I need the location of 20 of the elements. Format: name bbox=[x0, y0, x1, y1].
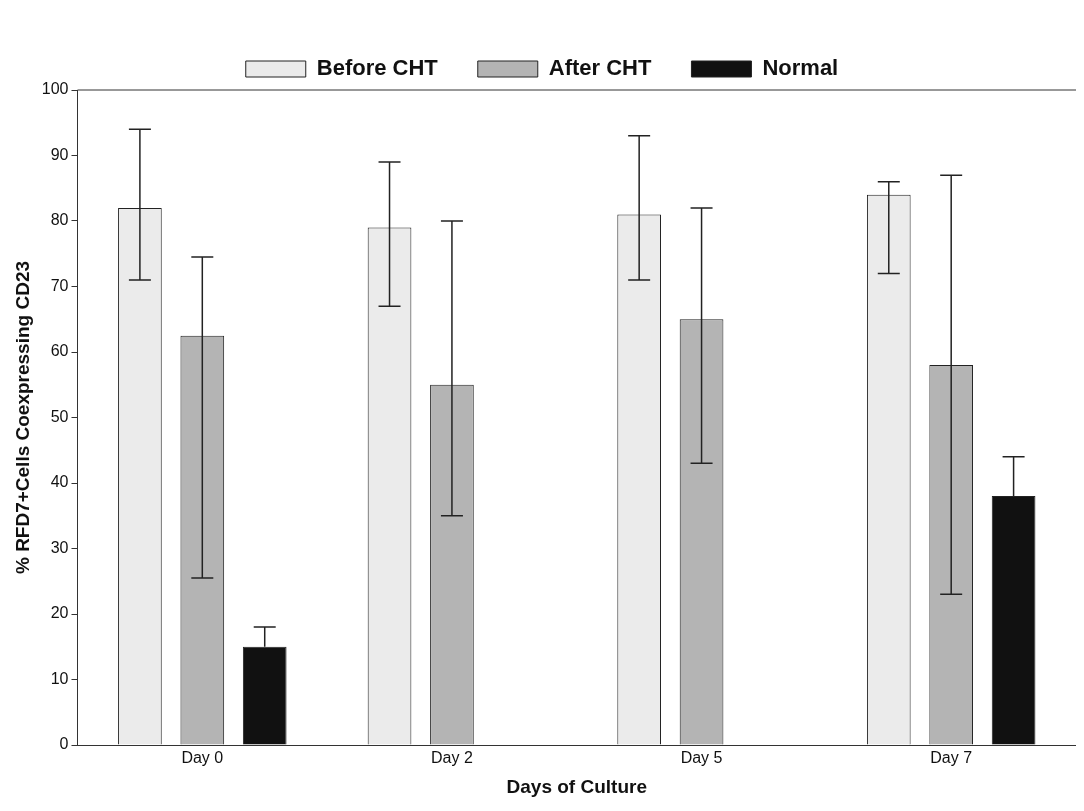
legend-label: After CHT bbox=[548, 55, 652, 81]
x-tick-label: Day 5 bbox=[680, 749, 723, 767]
y-tick-label: 20 bbox=[50, 604, 69, 622]
y-tick-label: 80 bbox=[50, 211, 69, 229]
y-tick-label: 30 bbox=[50, 538, 69, 556]
y-tick-label: 0 bbox=[59, 735, 69, 753]
x-tick-label: Day 2 bbox=[431, 749, 473, 767]
y-tick-label: 40 bbox=[50, 473, 69, 491]
y-axis-title: % RFD7+Cells Coexpressing CD23 bbox=[11, 260, 33, 575]
y-tick-label: 70 bbox=[50, 276, 69, 294]
y-tick-label: 50 bbox=[50, 407, 69, 425]
x-axis-title: Days of Culture bbox=[506, 775, 647, 797]
y-tick-label: 60 bbox=[50, 342, 69, 360]
y-tick-label: 100 bbox=[41, 80, 69, 98]
y-tick-label: 90 bbox=[50, 145, 69, 163]
y-tick-label: 10 bbox=[50, 669, 69, 687]
legend-label: Before CHT bbox=[316, 55, 439, 81]
x-tick-label: Day 0 bbox=[181, 749, 224, 767]
legend-label: Normal bbox=[762, 55, 839, 81]
x-tick-label: Day 7 bbox=[930, 749, 973, 767]
